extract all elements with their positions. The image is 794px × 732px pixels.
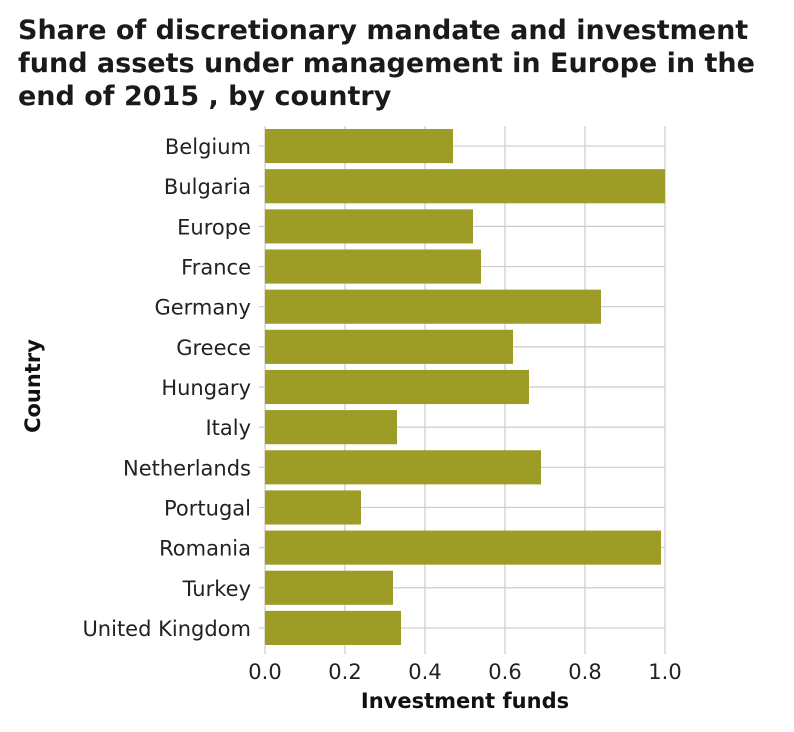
y-tick-label: Turkey xyxy=(182,577,251,601)
x-tick-label: 0.8 xyxy=(568,660,601,684)
bar-europe xyxy=(265,209,473,244)
y-tick-label: Europe xyxy=(177,215,251,239)
bar-bulgaria xyxy=(265,169,665,204)
bar-turkey xyxy=(265,570,393,605)
bar-italy xyxy=(265,410,397,445)
x-tick-label: 0.4 xyxy=(408,660,441,684)
chart-title: Share of discretionary mandate and inves… xyxy=(18,15,755,112)
y-tick-labels: Belgium Bulgaria Europe France Germany Greece… xyxy=(82,135,251,641)
y-tick-label: Hungary xyxy=(161,376,251,400)
y-tick-label: Belgium xyxy=(165,135,251,159)
bar-netherlands xyxy=(265,450,541,485)
bar-germany xyxy=(265,289,601,324)
x-tick-label: 0.6 xyxy=(488,660,521,684)
bars xyxy=(265,129,665,645)
y-tick-label: United Kingdom xyxy=(82,617,251,641)
y-tick-label: Bulgaria xyxy=(164,175,251,199)
x-tick-label: 0.0 xyxy=(248,660,281,684)
bar-united-kingdom xyxy=(265,610,401,645)
bar-portugal xyxy=(265,490,361,525)
bar-romania xyxy=(265,530,661,565)
y-tick-label: Portugal xyxy=(164,496,251,520)
y-tick-label: Netherlands xyxy=(123,456,251,480)
y-tick-label: France xyxy=(181,256,251,280)
x-tick-label: 1.0 xyxy=(648,660,681,684)
y-tick-label: Germany xyxy=(154,296,251,320)
bar-hungary xyxy=(265,369,529,405)
y-tick-label: Greece xyxy=(176,336,251,360)
bar-belgium xyxy=(265,129,453,164)
bar-greece xyxy=(265,329,513,364)
x-axis-label: Investment funds xyxy=(361,689,569,713)
bar-france xyxy=(265,249,481,284)
y-tick-label: Italy xyxy=(205,416,251,440)
x-tick-label: 0.2 xyxy=(328,660,361,684)
y-axis-label: Country xyxy=(21,339,45,433)
x-tick-labels: 0.0 0.2 0.4 0.6 0.8 1.0 xyxy=(248,660,681,684)
y-tick-label: Romania xyxy=(159,537,251,561)
